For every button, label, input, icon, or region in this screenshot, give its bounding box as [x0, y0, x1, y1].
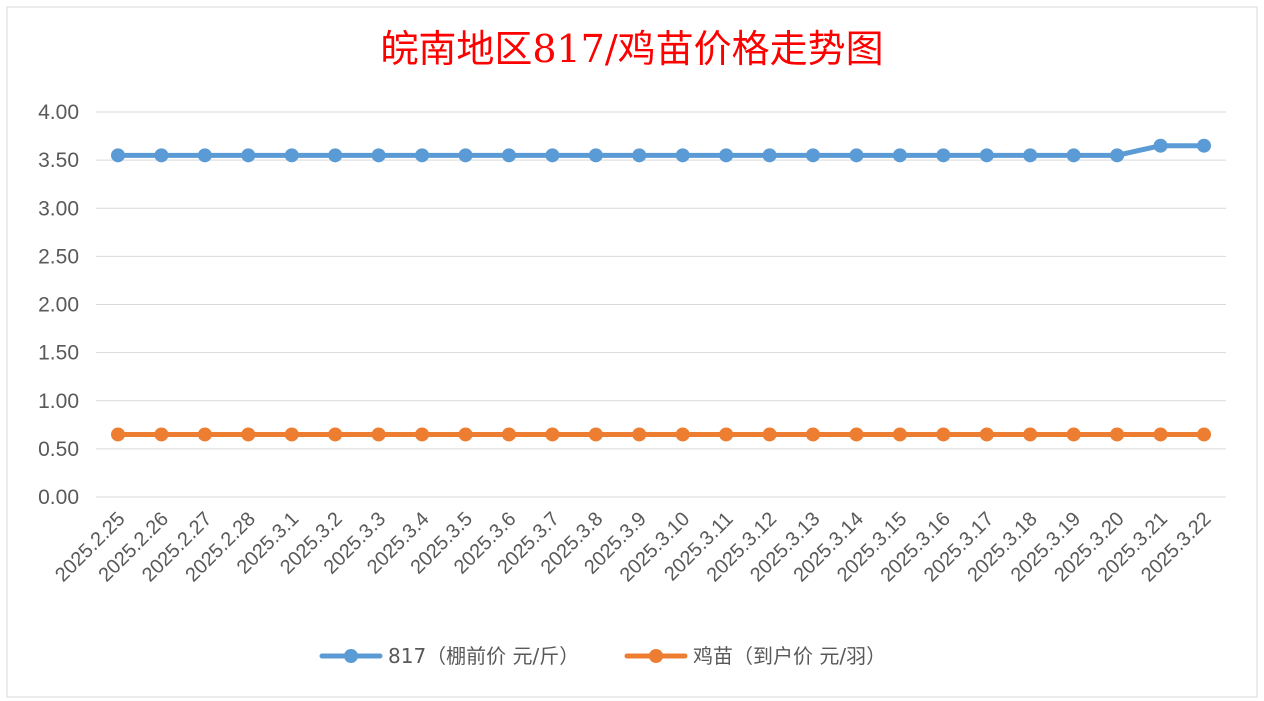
series-group — [111, 138, 1211, 442]
data-point — [806, 427, 821, 442]
data-point — [501, 427, 516, 442]
legend-item: 817（棚前价 元/斤） — [319, 644, 579, 668]
data-point — [415, 148, 430, 163]
gridlines — [96, 111, 1226, 498]
data-point — [197, 427, 212, 442]
data-point — [154, 148, 169, 163]
data-point — [197, 148, 212, 163]
legend-swatch-marker — [649, 649, 663, 663]
data-point — [719, 427, 734, 442]
data-point — [328, 148, 343, 163]
data-point — [545, 148, 560, 163]
data-point — [849, 148, 864, 163]
data-point — [936, 427, 951, 442]
data-point — [1197, 427, 1211, 442]
data-point — [675, 148, 690, 163]
data-point — [458, 427, 473, 442]
data-point — [1066, 148, 1081, 163]
data-point — [154, 427, 169, 442]
series-2 — [111, 427, 1211, 442]
legend: 817（棚前价 元/斤） 鸡苗（到户价 元/羽） — [319, 644, 886, 668]
data-point — [849, 427, 864, 442]
data-point — [284, 427, 299, 442]
data-point — [588, 427, 603, 442]
chart-title: 皖南地区817/鸡苗价格走势图 — [380, 27, 883, 71]
data-point — [371, 148, 386, 163]
data-point — [632, 427, 647, 442]
series-1 — [111, 138, 1211, 163]
data-point — [111, 148, 125, 163]
data-point — [241, 148, 256, 163]
data-point — [979, 148, 994, 163]
y-tick-label: 0.50 — [38, 438, 79, 461]
y-tick-label: 2.00 — [38, 294, 79, 317]
data-point — [632, 148, 647, 163]
data-point — [588, 148, 603, 163]
data-point — [1110, 427, 1125, 442]
data-point — [501, 148, 516, 163]
data-point — [1153, 427, 1168, 442]
data-point — [328, 427, 343, 442]
data-point — [979, 427, 994, 442]
data-point — [284, 148, 299, 163]
data-point — [1066, 427, 1081, 442]
data-point — [1023, 427, 1038, 442]
chart-border — [6, 6, 1258, 698]
data-point — [806, 148, 821, 163]
data-point — [458, 148, 473, 163]
data-point — [545, 427, 560, 442]
data-point — [371, 427, 386, 442]
legend-label: 鸡苗（到户价 元/羽） — [693, 644, 886, 668]
data-point — [111, 427, 125, 442]
data-point — [1110, 148, 1125, 163]
data-point — [719, 148, 734, 163]
data-point — [1153, 138, 1168, 153]
data-point — [1023, 148, 1038, 163]
series-line — [115, 143, 1207, 158]
data-point — [936, 148, 951, 163]
data-point — [1197, 138, 1211, 153]
y-axis-ticks: 0.00 0.50 1.00 1.50 2.00 2.50 3.00 3.50 4.00 — [38, 101, 79, 509]
data-point — [762, 427, 777, 442]
legend-label: 817（棚前价 元/斤） — [388, 644, 579, 668]
data-point — [675, 427, 690, 442]
y-tick-label: 3.50 — [38, 149, 79, 172]
y-tick-label: 1.50 — [38, 342, 79, 365]
legend-item: 鸡苗（到户价 元/羽） — [624, 644, 886, 668]
legend-swatch-marker — [344, 649, 358, 663]
y-tick-label: 3.00 — [38, 197, 79, 220]
y-tick-label: 4.00 — [38, 101, 79, 124]
data-point — [241, 427, 256, 442]
y-tick-label: 1.00 — [38, 390, 79, 413]
data-point — [415, 427, 430, 442]
data-point — [892, 427, 907, 442]
data-point — [892, 148, 907, 163]
y-tick-label: 0.00 — [38, 486, 79, 509]
y-tick-label: 2.50 — [38, 245, 79, 268]
data-point — [762, 148, 777, 163]
